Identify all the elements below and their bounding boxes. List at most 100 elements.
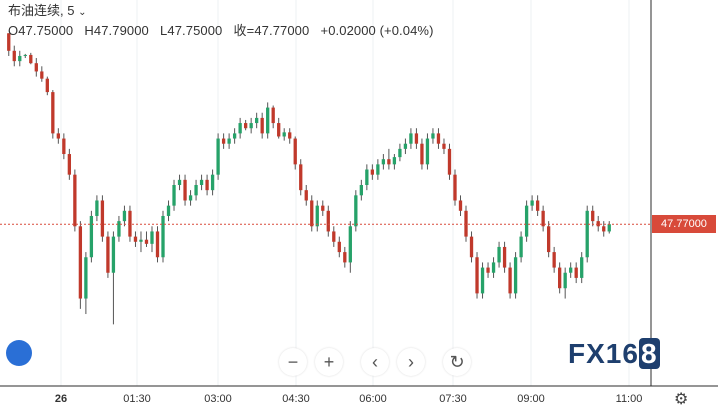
candle-down [288, 132, 292, 139]
candle-up [238, 123, 242, 134]
candle-down [144, 239, 149, 244]
candle-down [458, 200, 463, 211]
fx168-logo: FX168 [568, 338, 660, 369]
time-tick-label: 09:00 [517, 393, 545, 405]
scroll-left-button[interactable]: ‹ [361, 348, 389, 376]
candle-up [150, 231, 154, 244]
candle-down [343, 252, 347, 263]
candle-up [348, 226, 352, 263]
candle-up [177, 179, 182, 185]
candle-down [304, 190, 308, 201]
candle-down [508, 267, 512, 294]
candle-down [387, 159, 391, 165]
time-tick-label: 11:00 [616, 393, 643, 405]
candle-down [45, 78, 49, 93]
candle-down [464, 210, 468, 237]
candle-up [376, 164, 380, 175]
candle-up [497, 246, 501, 263]
scroll-right-button[interactable]: › [397, 348, 425, 376]
candle-up [139, 239, 143, 242]
candle-down [243, 123, 248, 129]
chevron-down-icon[interactable]: ⌄ [78, 7, 87, 18]
candle-up [194, 185, 198, 196]
candle-up [431, 133, 435, 139]
candle-up [585, 210, 589, 258]
candle-down [321, 205, 325, 211]
tradingview-logo-icon[interactable] [6, 340, 32, 366]
candle-up [398, 148, 402, 158]
candle-up [161, 215, 165, 258]
candle-up [381, 159, 386, 165]
zoom-in-button[interactable]: + [315, 348, 343, 376]
candle-down [7, 33, 11, 51]
time-tick-label: 06:00 [359, 393, 387, 405]
symbol-name[interactable]: 布油连续 [8, 3, 61, 18]
open-value: O47.75000 [8, 23, 74, 38]
candle-up [111, 236, 116, 273]
time-axis: 26 01:30 03:00 04:30 06:00 07:30 09:00 11:00 [55, 393, 642, 405]
candle-down [51, 92, 55, 134]
candle-down [271, 107, 275, 124]
candle-up [359, 185, 363, 196]
change-value: +0.02000 (+0.04%) [320, 23, 434, 38]
candle-up [117, 221, 121, 237]
gear-icon[interactable]: ⚙ [674, 391, 689, 408]
candle-down [535, 200, 540, 211]
candle-down [56, 133, 60, 139]
candle-up [480, 267, 485, 294]
candle-down [299, 164, 303, 191]
grid-lines [60, 0, 630, 386]
candle-down [277, 123, 281, 137]
candle-down [100, 200, 105, 237]
candle-down [221, 138, 226, 144]
time-tick-label: 01:30 [123, 393, 151, 405]
candle-up [216, 138, 220, 175]
candle-down [574, 267, 578, 278]
candle-down [106, 236, 110, 273]
candle-down [12, 50, 16, 62]
zoom-out-button[interactable]: − [279, 348, 307, 376]
candle-down [133, 236, 138, 242]
candle-down [596, 221, 600, 227]
candle-down [602, 226, 606, 232]
candle-down [155, 231, 160, 258]
chart-controls: − + ‹ › ↻ [279, 348, 471, 376]
candle-up [95, 200, 99, 216]
candles [7, 33, 611, 325]
candle-down [541, 210, 545, 227]
candle-down [326, 210, 330, 232]
reset-chart-button[interactable]: ↻ [443, 348, 471, 376]
candle-down [78, 226, 83, 299]
candle-up [580, 257, 584, 278]
candle-down [486, 267, 490, 273]
candle-down [370, 169, 375, 175]
candle-up [569, 267, 573, 273]
candle-up [403, 143, 408, 149]
candle-down [414, 133, 419, 144]
candle-down [469, 236, 474, 258]
candle-up [166, 205, 171, 216]
candle-down [29, 54, 33, 64]
candle-up [188, 195, 193, 201]
candle-up [210, 174, 215, 191]
chart-legend: 布油连续, 5 ⌄ O47.75000 H47.79000 L47.75000 … [8, 3, 434, 38]
candle-down [591, 210, 595, 222]
candle-down [436, 133, 441, 144]
candle-up [491, 262, 496, 273]
candle-up [392, 157, 397, 165]
candle-up [425, 138, 430, 165]
time-tick-label: 03:00 [204, 393, 232, 405]
low-value: L47.75000 [160, 23, 223, 38]
interval-label[interactable]: 5 [67, 3, 75, 18]
candle-up [282, 132, 286, 137]
candle-up [199, 179, 204, 185]
time-tick-label: 07:30 [439, 393, 467, 405]
candle-down [34, 63, 38, 72]
candle-up [563, 272, 567, 289]
candle-down [502, 246, 507, 268]
time-tick-label: 26 [55, 393, 67, 405]
candle-down [332, 231, 336, 242]
candle-up [122, 210, 127, 222]
candle-up [232, 133, 237, 139]
